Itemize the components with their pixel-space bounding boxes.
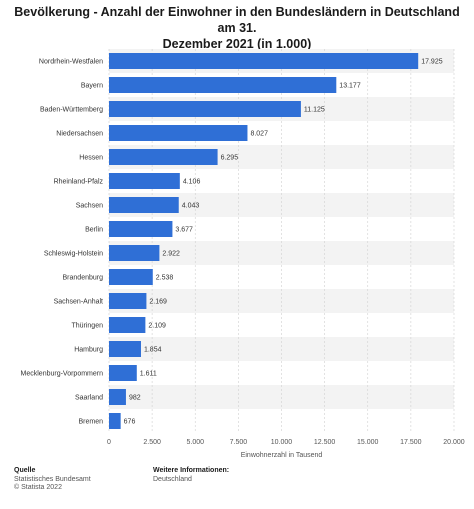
value-label: 8.027 — [250, 131, 268, 138]
value-label: 4.043 — [182, 203, 200, 210]
value-label: 676 — [124, 419, 136, 426]
source-heading: Quelle — [14, 467, 36, 474]
x-tick-label: 12.500 — [314, 439, 336, 446]
value-label: 2.538 — [156, 275, 174, 282]
category-label: Nordrhein-Westfalen — [39, 59, 103, 66]
info-heading: Weitere Informationen: — [153, 467, 230, 474]
info-line: Deutschland — [153, 475, 192, 483]
source-line: Statistisches Bundesamt — [14, 475, 91, 483]
bar — [109, 293, 147, 309]
x-tick-label: 10.000 — [271, 439, 293, 446]
copyright-line: © Statista 2022 — [14, 484, 62, 491]
category-label: Hamburg — [74, 347, 103, 354]
bar — [109, 221, 173, 237]
x-tick-label: 17.500 — [400, 439, 422, 446]
bar — [109, 389, 126, 405]
category-label: Sachsen-Anhalt — [54, 299, 103, 306]
x-axis-title: Einwohnerzahl in Tausend — [241, 452, 323, 459]
category-label: Sachsen — [76, 203, 103, 210]
value-label: 6.295 — [221, 155, 239, 162]
value-label: 4.106 — [183, 179, 201, 186]
value-label: 2.109 — [148, 323, 166, 330]
value-label: 2.922 — [162, 251, 180, 258]
category-label: Bremen — [78, 419, 103, 426]
bar — [109, 149, 218, 165]
bar — [109, 101, 301, 117]
value-label: 11.125 — [304, 107, 325, 114]
category-label: Mecklenburg-Vorpommern — [21, 371, 104, 378]
x-tick-label: 20.000 — [443, 439, 465, 446]
bar — [109, 173, 180, 189]
bar — [109, 245, 160, 261]
value-label: 982 — [129, 395, 141, 402]
source-block: Quelle Statistisches Bundesamt © Statist… — [14, 467, 91, 493]
x-tick-label: 7.500 — [230, 439, 248, 446]
category-label: Baden-Württemberg — [40, 107, 103, 114]
chart-title-line-2: Dezember 2021 (in 1.000) — [162, 37, 312, 51]
value-label: 2.169 — [149, 299, 167, 306]
category-label: Saarland — [75, 395, 103, 402]
bar — [109, 125, 248, 141]
value-label: 3.677 — [175, 227, 193, 234]
category-label: Brandenburg — [63, 275, 104, 282]
x-tick-label: 2.500 — [143, 439, 161, 446]
value-label: 13.177 — [339, 83, 361, 90]
chart-title-line-1: Bevölkerung - Anzahl der Einwohner in de… — [14, 5, 460, 35]
category-label: Hessen — [79, 155, 103, 162]
bar — [109, 53, 419, 69]
bar — [109, 365, 137, 381]
category-label: Berlin — [85, 227, 103, 234]
bar — [109, 269, 153, 285]
info-block: Weitere Informationen: Deutschland — [153, 467, 229, 484]
x-tick-label: 0 — [107, 439, 111, 446]
category-label: Thüringen — [71, 323, 103, 330]
bar — [109, 77, 337, 93]
value-label: 1.854 — [144, 347, 162, 354]
category-label: Schleswig-Holstein — [44, 251, 103, 258]
category-label: Rheinland-Pfalz — [54, 179, 104, 186]
x-tick-label: 5.000 — [186, 439, 204, 446]
bar — [109, 413, 121, 429]
value-label: 17.925 — [421, 59, 443, 66]
bar — [109, 197, 179, 213]
bar — [109, 317, 146, 333]
value-label: 1.611 — [140, 371, 157, 378]
category-label: Niedersachsen — [56, 131, 103, 138]
x-tick-label: 15.000 — [357, 439, 379, 446]
chart-title: Bevölkerung - Anzahl der Einwohner in de… — [10, 4, 464, 52]
category-label: Bayern — [81, 83, 103, 90]
bar — [109, 341, 141, 357]
